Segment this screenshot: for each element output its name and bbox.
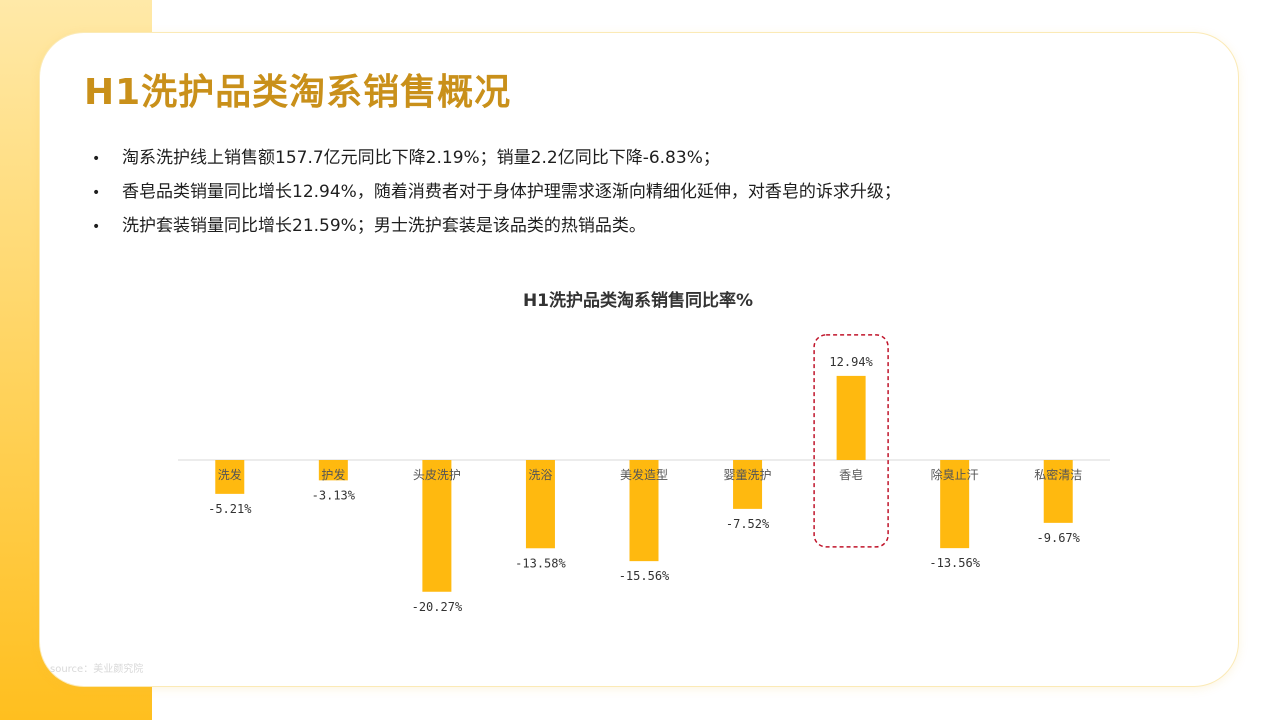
- category-label: 除臭止汗: [931, 467, 979, 482]
- bar-2: [422, 460, 452, 592]
- source-note: source：美业颜究院: [50, 664, 144, 675]
- category-label: 香皂: [839, 468, 863, 482]
- bullet-dot-icon: •: [92, 219, 101, 235]
- bullet-text: 洗护套装销量同比增长21.59%；男士洗护套装是该品类的热销品类。: [122, 216, 646, 236]
- page-title: H1洗护品类淘系销售概况: [84, 72, 512, 113]
- data-label: -13.58%: [515, 556, 566, 570]
- bar-5: [733, 460, 763, 509]
- category-label: 美发造型: [620, 467, 668, 482]
- category-label: 洗发: [218, 467, 242, 482]
- bar-3: [525, 460, 555, 549]
- data-label: -5.21%: [208, 502, 252, 516]
- bar-7: [940, 460, 970, 549]
- category-label: 婴童洗护: [724, 467, 772, 482]
- bullet-item: • 香皂品类销量同比增长12.94%，随着消费者对于身体护理需求逐渐向精细化延伸，…: [92, 180, 901, 214]
- data-label: 12.94%: [829, 355, 873, 369]
- bar-1: [318, 460, 348, 481]
- bullet-dot-icon: •: [92, 185, 101, 201]
- data-label: -3.13%: [312, 488, 356, 502]
- highlight-box: [813, 334, 889, 548]
- bar-8: [1043, 460, 1073, 523]
- data-label: -9.67%: [1037, 531, 1081, 545]
- bullet-item: • 洗护套装销量同比增长21.59%；男士洗护套装是该品类的热销品类。: [92, 214, 901, 248]
- data-label: -20.27%: [412, 600, 463, 614]
- data-label: -13.56%: [929, 556, 980, 570]
- category-label: 私密清洁: [1034, 467, 1082, 482]
- chart-bars: [215, 375, 1073, 592]
- category-label: 洗浴: [528, 468, 552, 482]
- content-card: [40, 33, 1238, 686]
- bar-0: [215, 460, 245, 494]
- category-label: 护发: [321, 467, 345, 482]
- bar-6: [836, 375, 866, 460]
- bullet-dot-icon: •: [92, 151, 101, 167]
- category-label: 头皮洗护: [413, 468, 461, 482]
- bullet-text: 淘系洗护线上销售额157.7亿元同比下降2.19%；销量2.2亿同比下降-6.8…: [122, 148, 720, 168]
- bullet-text: 香皂品类销量同比增长12.94%，随着消费者对于身体护理需求逐渐向精细化延伸，对…: [122, 182, 901, 202]
- bullet-item: • 淘系洗护线上销售额157.7亿元同比下降2.19%；销量2.2亿同比下降-6.…: [92, 146, 901, 180]
- chart-labels: 洗发 -5.21% 护发 -3.13% 头皮洗护 -20.27% 洗浴 -13.58% 美发造型…: [208, 334, 1082, 614]
- data-label: -15.56%: [619, 569, 670, 583]
- bar-4: [629, 460, 659, 562]
- chart-title: H1洗护品类淘系销售同比率%: [523, 290, 753, 311]
- data-label: -7.52%: [726, 517, 770, 531]
- bullet-list: • 淘系洗护线上销售额157.7亿元同比下降2.19%；销量2.2亿同比下降-6.…: [92, 146, 901, 248]
